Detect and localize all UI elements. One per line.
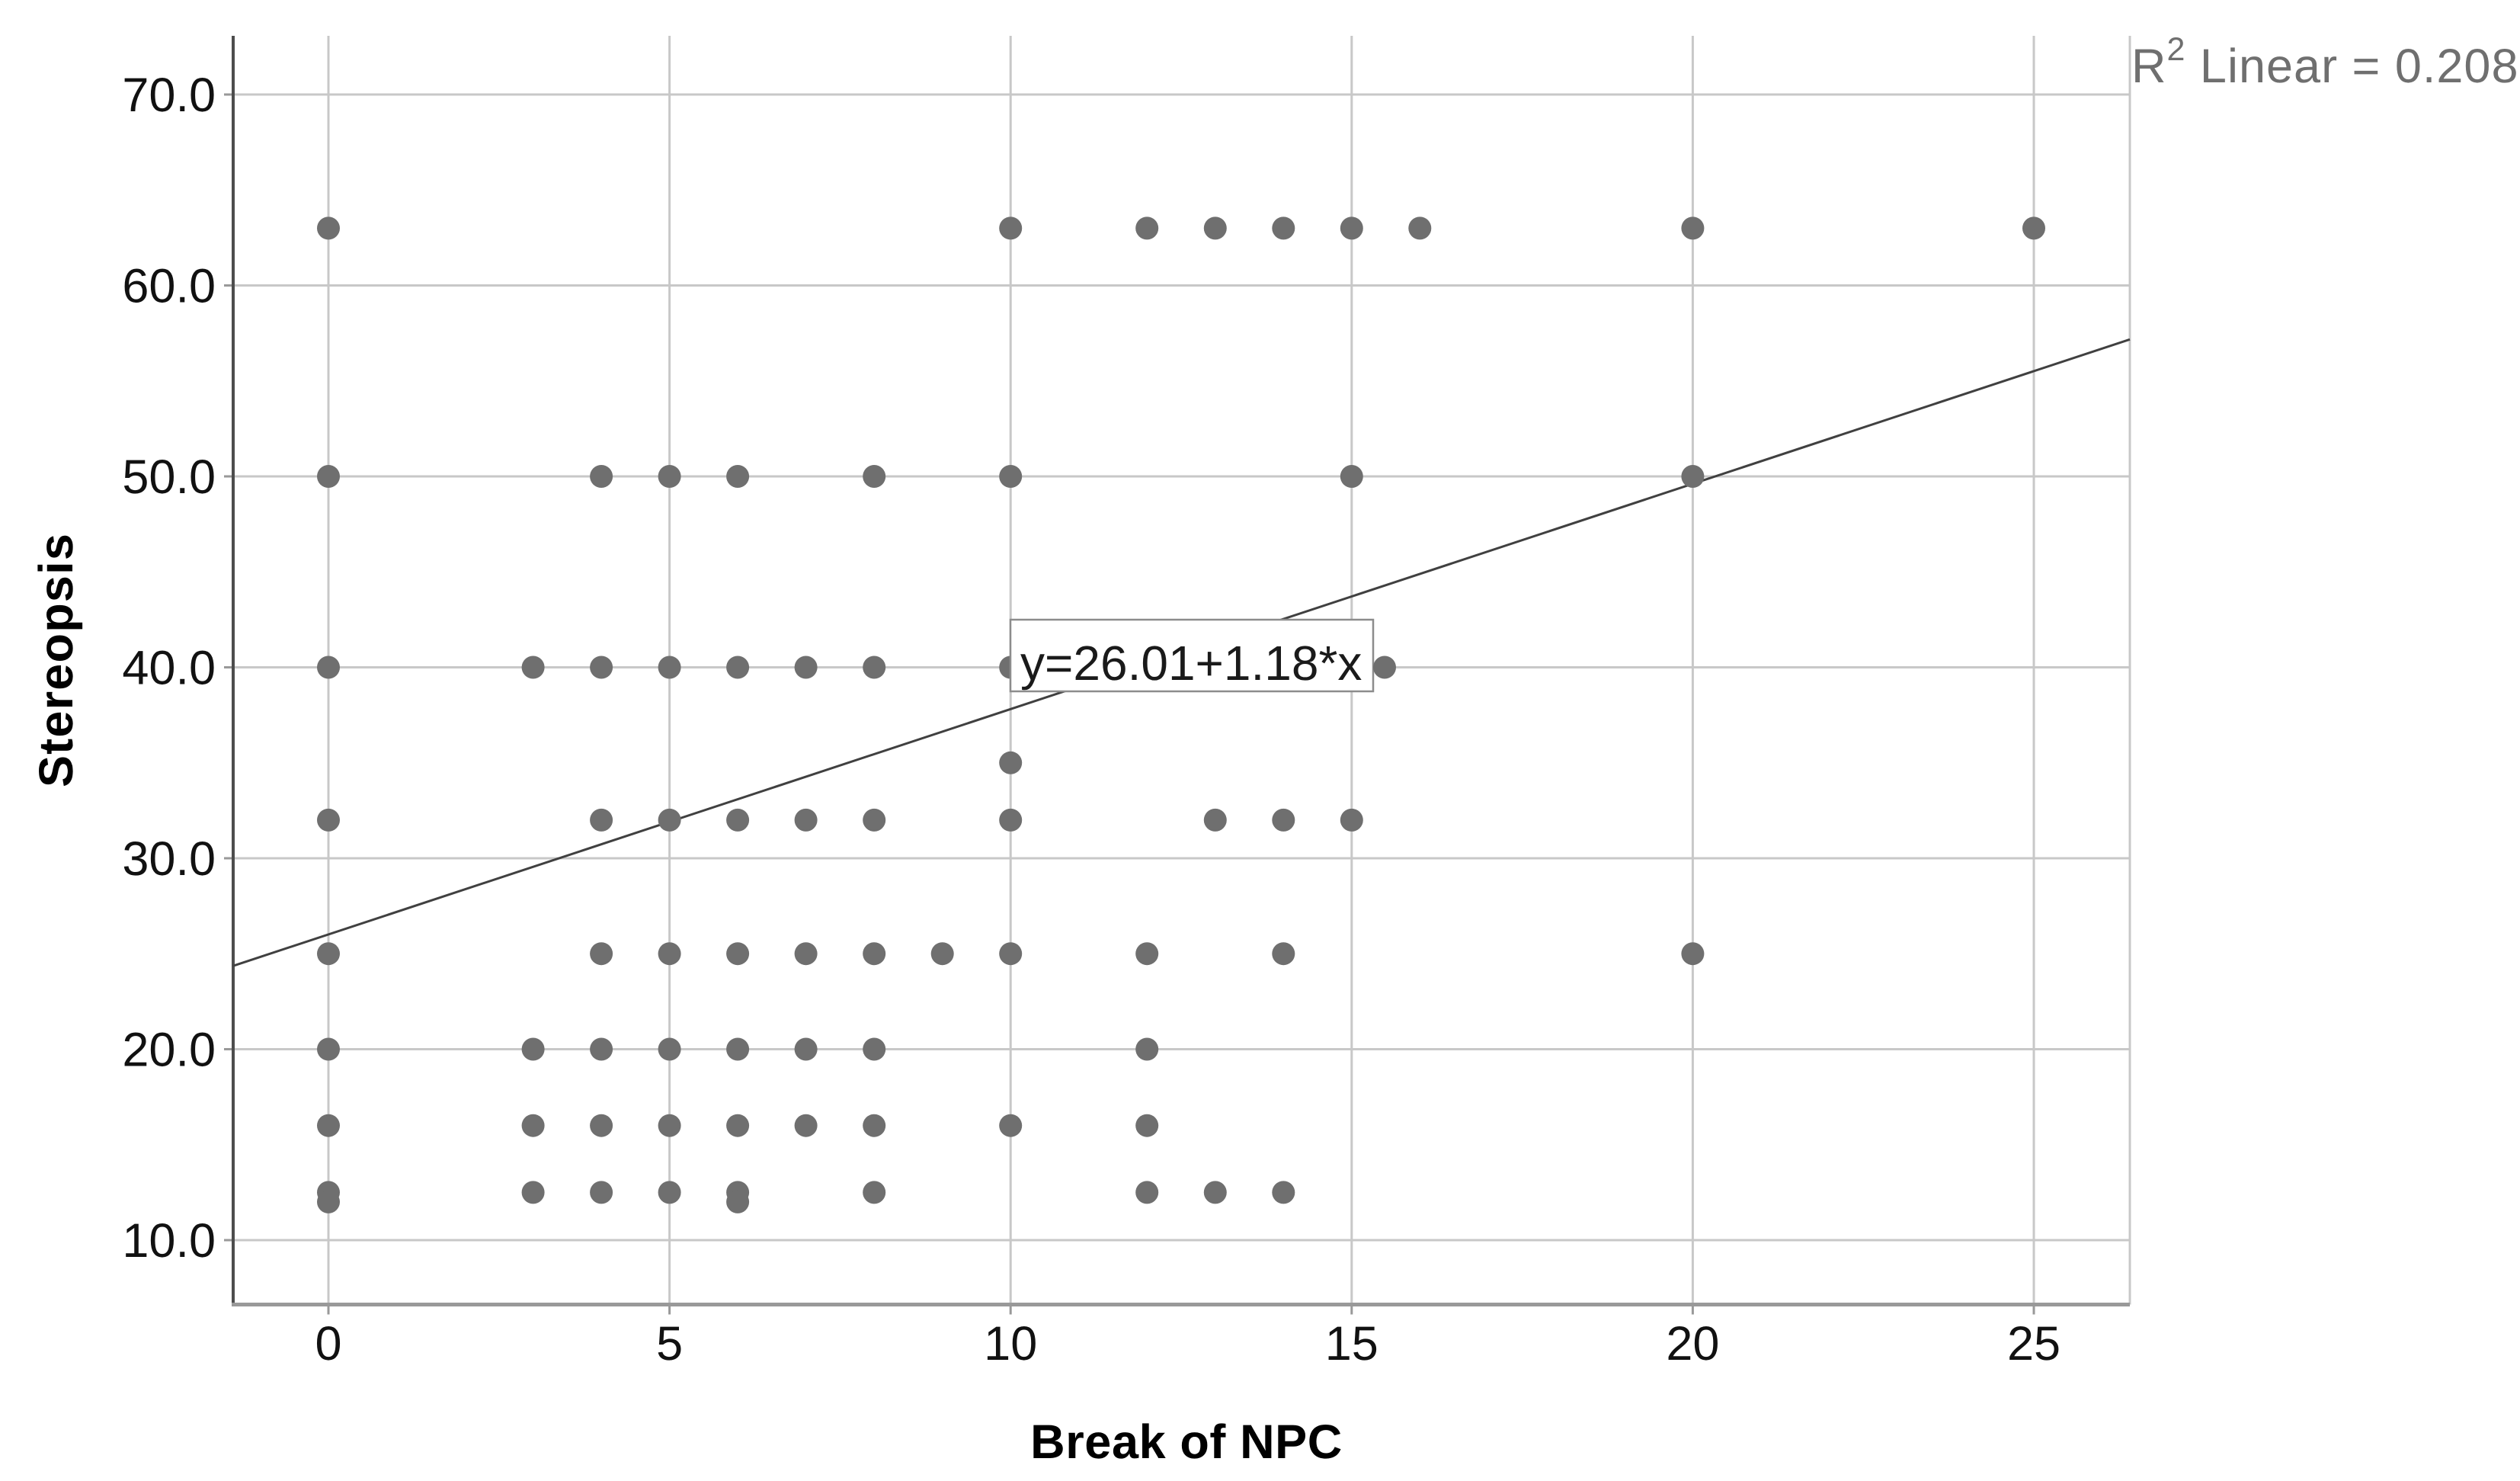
svg-text:Stereopsis: Stereopsis (30, 533, 83, 787)
svg-text:10: 10 (984, 1317, 1037, 1370)
svg-text:40.0: 40.0 (122, 642, 216, 695)
svg-text:20: 20 (1666, 1317, 1719, 1370)
svg-text:60.0: 60.0 (122, 260, 216, 313)
svg-text:10.0: 10.0 (122, 1214, 216, 1268)
svg-text:Break of NPC: Break of NPC (1030, 1415, 1343, 1469)
svg-text:R2 Linear = 0.208: R2 Linear = 0.208 (2131, 31, 2519, 93)
svg-text:30.0: 30.0 (122, 832, 216, 886)
svg-text:5: 5 (656, 1317, 683, 1370)
svg-text:0: 0 (315, 1317, 341, 1370)
svg-text:20.0: 20.0 (122, 1024, 216, 1077)
svg-text:y=26.01+1.18*x: y=26.01+1.18*x (1020, 636, 1362, 691)
svg-text:70.0: 70.0 (122, 69, 216, 122)
svg-text:15: 15 (1325, 1317, 1378, 1370)
svg-text:25: 25 (2007, 1317, 2061, 1370)
svg-text:50.0: 50.0 (122, 450, 216, 504)
